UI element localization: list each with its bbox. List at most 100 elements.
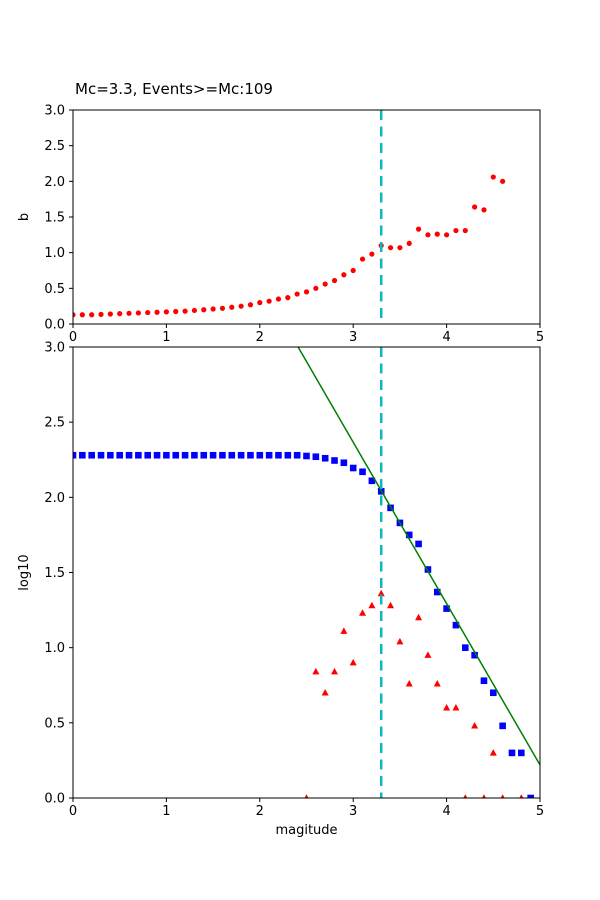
data-point [500,178,506,184]
data-point [471,722,479,729]
data-point [331,667,339,675]
y-tick-label: 2.0 [44,175,65,190]
data-point [293,451,301,459]
y-axis: 0.0 0.5 1.0 1.5 2.0 2.5 3.0 [44,104,73,333]
data-point [173,308,179,315]
data-point [275,451,282,459]
data-point [181,451,189,459]
data-point [145,309,151,316]
data-point [126,310,132,316]
data-point [322,281,328,287]
data-point [238,303,244,309]
data-point [519,794,524,798]
data-point [472,204,478,210]
y-tick-label: 3.0 [44,104,65,119]
x-tick-label: 3 [349,804,357,819]
x-axis-label: magitude [275,823,337,838]
data-point [518,749,525,757]
y-axis-label: log10 [17,554,32,590]
data-point [172,451,180,459]
data-point [368,601,376,609]
data-point [350,267,356,274]
data-point [444,232,450,238]
data-point [397,245,403,251]
data-point [191,451,198,459]
data-point [331,277,338,284]
data-point [387,245,394,251]
x-tick-label: 5 [536,804,544,819]
data-point [415,613,423,621]
data-point [321,454,329,462]
data-point [97,451,105,459]
data-point [359,468,366,476]
data-point [285,295,291,301]
data-point [443,704,451,711]
x-axis: 0 1 2 3 4 5 [69,324,544,345]
data-point [433,679,441,687]
data-point [424,651,432,658]
y-tick-label: 1.0 [44,246,65,261]
data-point [228,451,236,459]
x-tick-label: 2 [256,330,264,345]
y-tick-label: 0.5 [44,716,65,731]
data-point [73,312,76,318]
data-point [489,749,497,756]
data-point [163,451,170,459]
top-axes: 0 1 2 3 4 5 0.0 0.5 1.0 1.5 2.0 2.5 3.0 b Mc=3.3, Even… [17,80,544,345]
data-point [443,605,450,612]
y-tick-label: 3.0 [44,341,65,356]
data-point [229,304,235,310]
data-point [452,621,460,629]
x-tick-label: 5 [536,330,544,345]
data-point [210,306,216,312]
data-point [257,300,263,306]
data-point [406,240,412,246]
data-point [527,794,534,798]
data-point [462,227,468,234]
data-point [461,644,469,651]
b-value-vs-cutoff-magnitude [73,174,506,318]
data-point [284,451,292,459]
data-point [453,227,459,234]
y-tick-label: 0.0 [44,318,65,333]
data-point [98,311,104,317]
data-point [481,794,487,798]
plot-area [73,174,506,318]
x-tick-label: 0 [69,804,77,819]
data-point [275,296,282,302]
data-point [500,794,505,798]
data-point [471,651,478,659]
data-point [340,627,348,634]
data-point [425,232,431,238]
data-point [304,794,309,798]
y-tick-label: 1.5 [44,211,65,226]
data-point [434,231,440,237]
data-point [377,589,385,597]
x-tick-label: 1 [162,330,170,345]
data-point [499,722,506,730]
data-point [405,531,413,539]
data-point [117,311,123,317]
y-tick-label: 0.0 [44,792,65,807]
y-tick-label: 1.0 [44,641,65,656]
data-point [191,307,198,314]
data-point [125,451,133,459]
y-axis: 0.0 0.5 1.0 1.5 2.0 2.5 3.0 [44,341,73,807]
x-tick-label: 4 [442,330,450,345]
data-point [73,451,77,459]
data-point [247,302,254,308]
data-point [200,451,208,459]
data-point [340,459,348,467]
data-point [135,310,141,316]
data-point [349,658,357,666]
data-point [312,453,320,461]
data-point [463,794,468,798]
data-point [116,451,123,459]
x-tick-label: 4 [442,804,450,819]
data-point [481,207,487,213]
plot-title: Mc=3.3, Events>=Mc:109 [75,80,273,98]
x-tick-label: 3 [349,330,357,345]
data-point [107,311,113,317]
data-point [256,451,264,459]
